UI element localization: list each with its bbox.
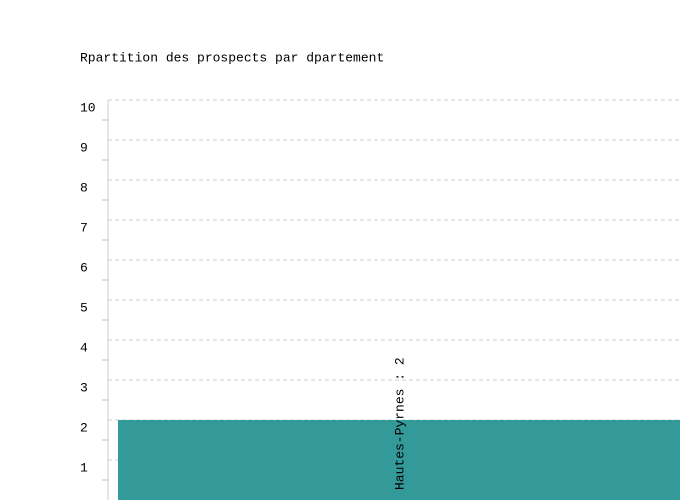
y-tick-label: 5 bbox=[80, 300, 88, 315]
y-tick-label: 9 bbox=[80, 140, 88, 155]
y-tick-label: 4 bbox=[80, 340, 88, 355]
data-label: Hautes-Pyrnes : 2 bbox=[392, 357, 407, 490]
bar bbox=[118, 420, 680, 500]
y-tick-label: 2 bbox=[80, 420, 88, 435]
y-tick-label: 3 bbox=[80, 380, 88, 395]
y-tick-label: 1 bbox=[80, 460, 88, 475]
y-tick-label: 10 bbox=[80, 100, 96, 115]
chart-title: Rpartition des prospects par dpartement bbox=[80, 50, 384, 65]
y-tick-label: 7 bbox=[80, 220, 88, 235]
y-tick-label: 8 bbox=[80, 180, 88, 195]
y-tick-label: 6 bbox=[80, 260, 88, 275]
